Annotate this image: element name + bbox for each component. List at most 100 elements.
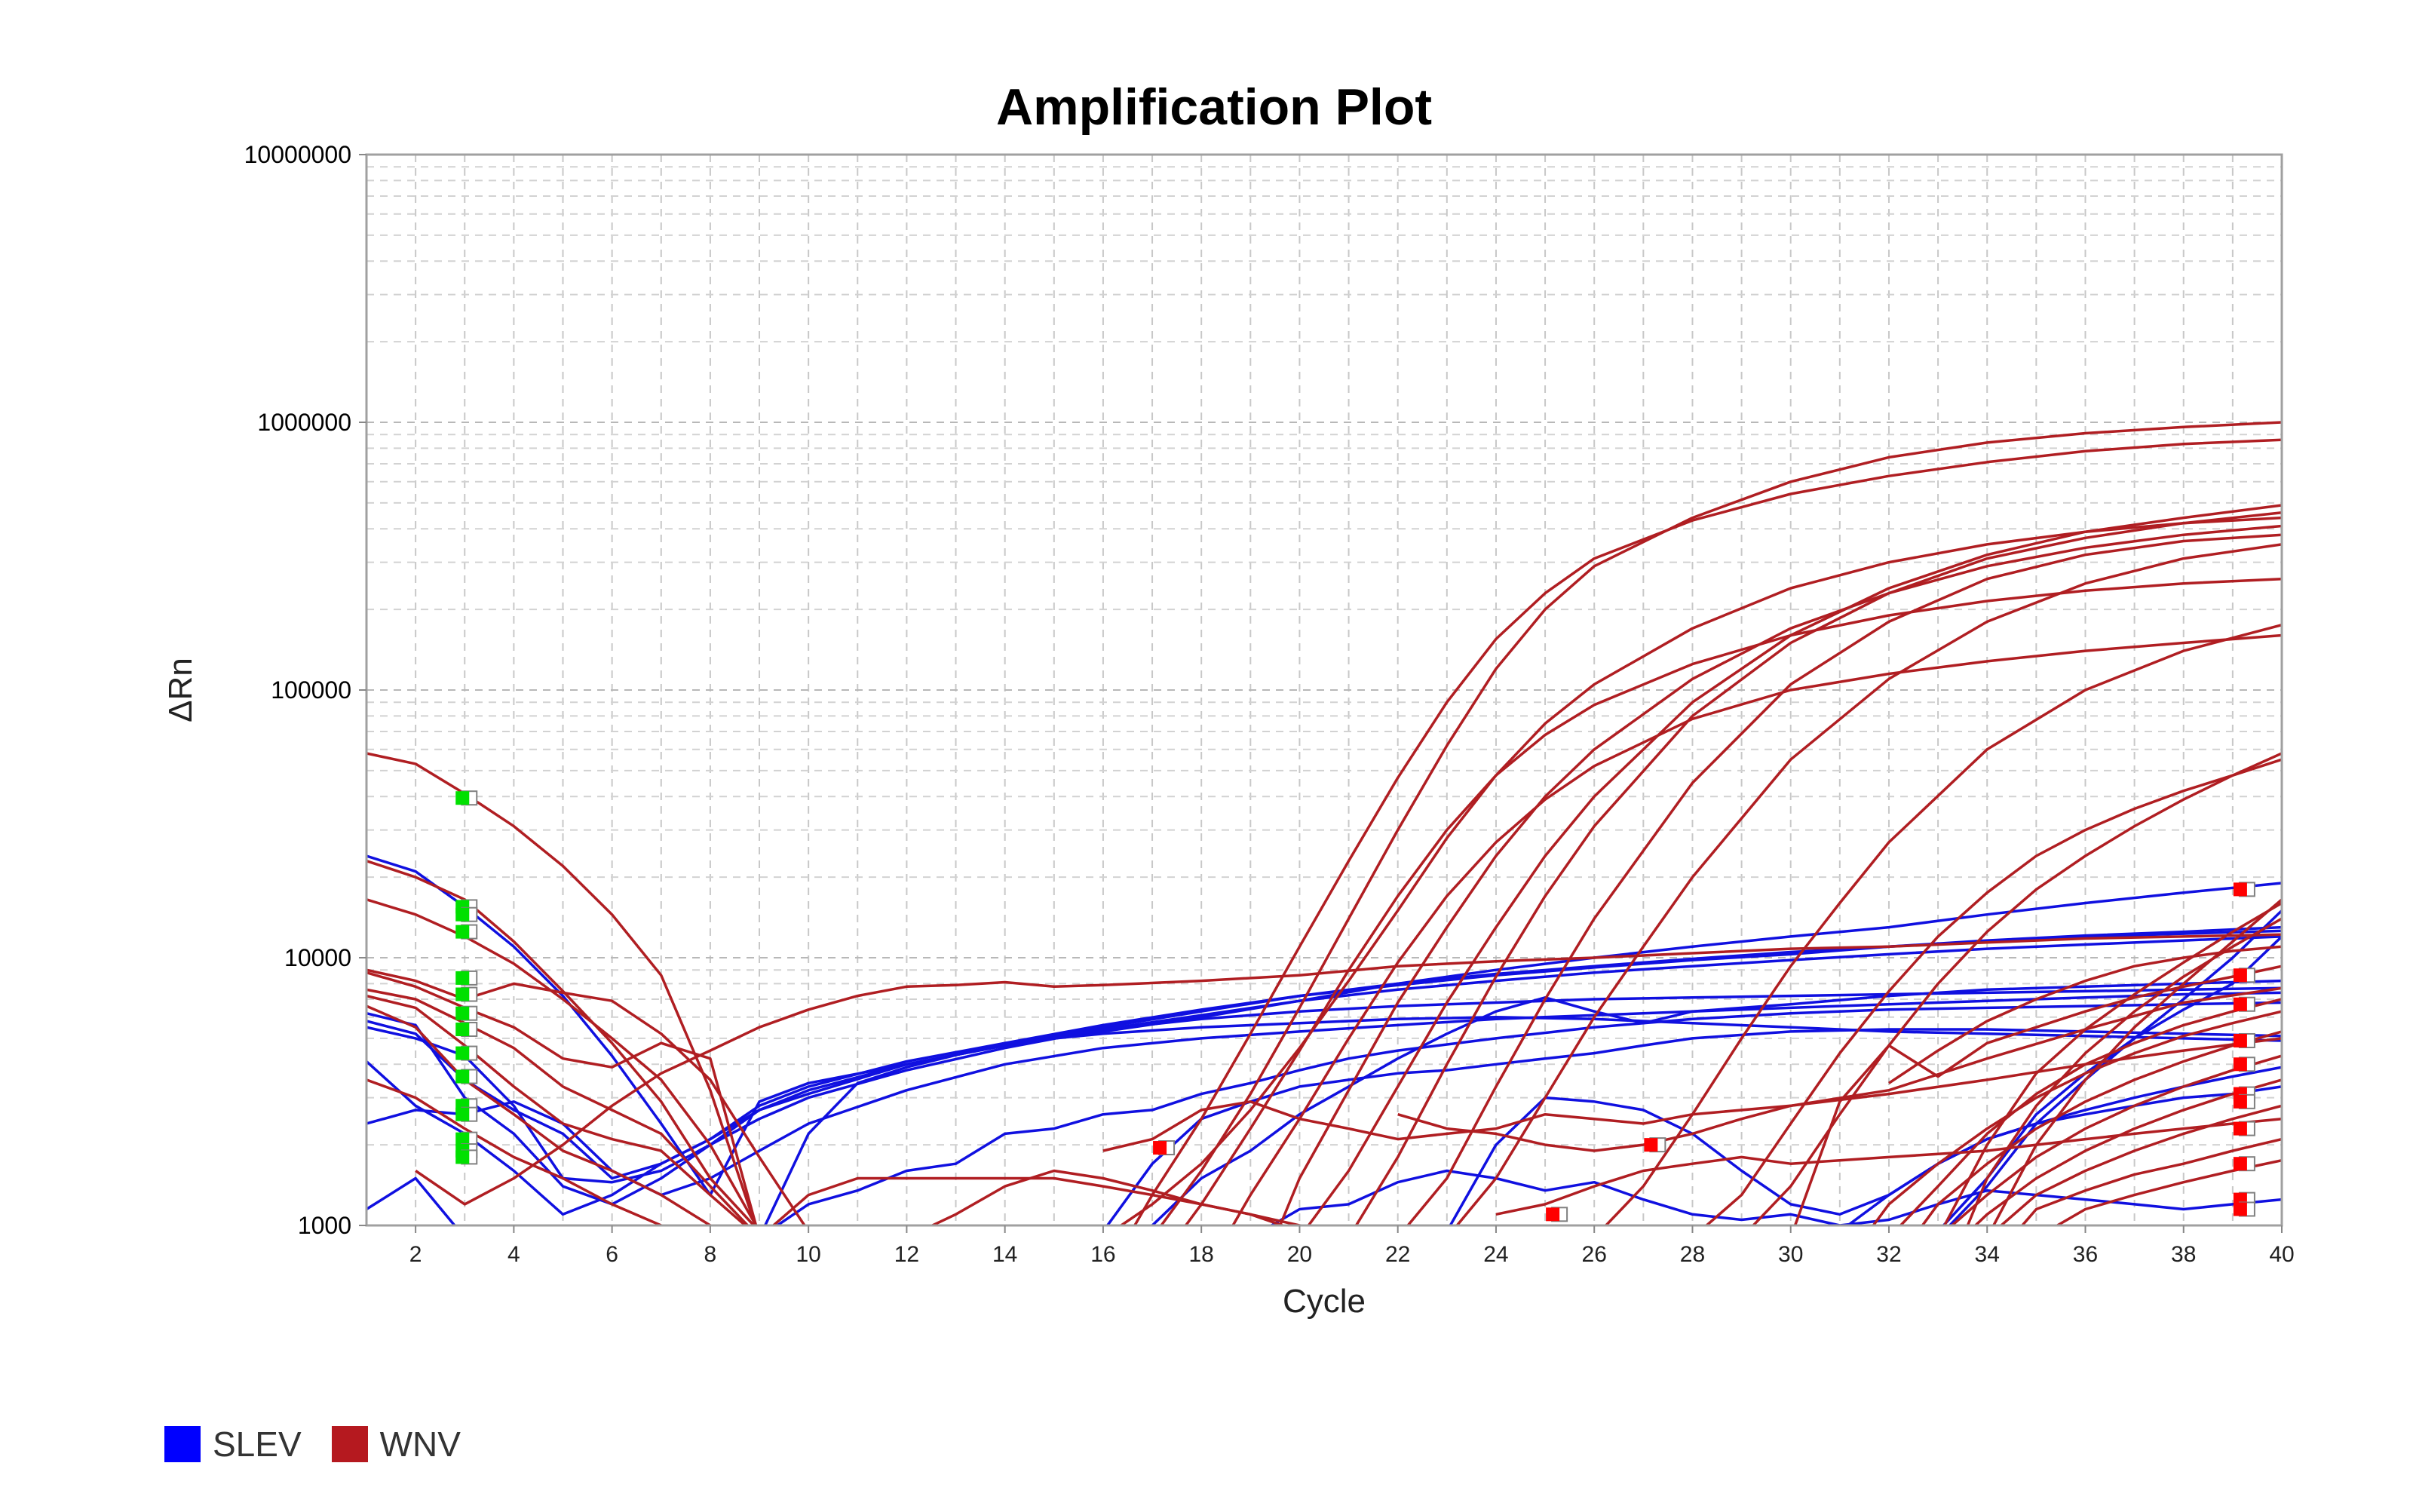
series-line-wnv [1973,1078,2282,1225]
series-line-wnv [929,1169,1311,1225]
legend-label-slev: SLEV [213,1425,302,1464]
series-line-wnv [1899,998,2282,1225]
x-tick-label: 28 [1680,1242,1705,1267]
x-tick-label: 20 [1287,1242,1312,1267]
x-tick-label: 2 [409,1242,422,1267]
series-line-wnv [1455,543,2282,1225]
series-line-wnv [771,1176,1286,1225]
data-point-marker [2233,1094,2247,1109]
series-line-wnv [1495,1117,2282,1216]
series-line-wnv [1921,1030,2282,1225]
series-line-slev [1845,1085,2282,1225]
series-line-wnv [1231,633,2282,1225]
data-point-marker [2233,1157,2247,1171]
series-line-wnv [366,968,807,1225]
legend-swatch-wnv [331,1426,368,1462]
series-line-wnv [366,752,757,1225]
legend-swatch-slev [164,1426,201,1462]
data-point-marker [455,791,470,805]
y-tick-label: 1000 [298,1212,351,1239]
series-line-wnv [1354,511,2282,1225]
data-point-marker [455,1107,470,1121]
x-tick-label: 40 [2269,1242,2294,1267]
grid [366,155,2282,1225]
series-line-wnv [366,859,756,1225]
legend-item-slev[interactable]: SLEV [164,1424,302,1464]
series-line-wnv [1942,901,2282,1225]
data-point-marker [2233,968,2247,983]
x-tick-label: 12 [894,1242,919,1267]
series-line-wnv [1133,438,2282,1225]
x-tick-label: 16 [1090,1242,1115,1267]
x-tick-label: 6 [606,1242,618,1267]
series-lines [366,421,2282,1225]
series-line-wnv [1184,577,2282,1225]
x-tick-label: 34 [1975,1242,2000,1267]
series-line-wnv [1406,533,2282,1225]
data-point-marker [2233,1057,2247,1072]
x-tick-label: 10 [796,1242,820,1267]
data-point-marker [455,1023,470,1037]
data-point-marker [455,987,470,1001]
legend-item-wnv[interactable]: WNV [331,1424,461,1464]
x-axis: 2 4 6 8 10 12 14 16 18 20 22 24 26 28 30 32 34 36 38 40 [409,1225,2295,1267]
x-tick-label: 8 [704,1242,717,1267]
series-line-wnv [366,1004,711,1225]
series-line-wnv [1872,1010,2282,1225]
y-axis-label: ΔRn [162,658,199,722]
series-line-wnv [415,933,2282,1206]
data-point-marker [455,1046,470,1060]
series-line-slev [366,986,2282,1216]
series-line-wnv [1397,986,2282,1152]
data-point-marker [455,1150,470,1164]
data-point-marker [1153,1141,1167,1155]
series-line-wnv [1999,1104,2282,1225]
legend-label-wnv: WNV [379,1425,461,1464]
series-line-slev [763,1016,2282,1225]
x-tick-label: 36 [2073,1242,2098,1267]
x-tick-label: 38 [2171,1242,2196,1267]
x-tick-label: 24 [1483,1242,1508,1267]
x-axis-label: Cycle [1283,1283,1366,1320]
series-line-wnv [366,988,750,1225]
legend: SLEV WNV [164,1424,461,1464]
y-tick-label: 10000000 [244,141,351,168]
series-line-wnv [1307,504,2282,1225]
series-line-wnv [1278,524,2282,1225]
series-line-wnv [366,971,758,1225]
data-point-marker [2233,997,2247,1011]
y-tick-label: 100000 [271,676,351,704]
series-line-wnv [2020,1137,2282,1225]
series-line-wnv [366,898,758,1225]
data-point-marker [455,1069,470,1084]
data-point-marker [455,907,470,922]
series-line-slev [1948,909,2282,1225]
series-line-wnv [366,994,748,1225]
data-point-marker [2233,1202,2247,1216]
series-line-wnv [1991,898,2282,1225]
x-tick-label: 18 [1188,1242,1213,1267]
series-line-slev [366,854,2282,1197]
data-point-marker [455,925,470,939]
data-point-marker [2233,1121,2247,1136]
y-tick-label: 10000 [284,944,351,971]
series-line-wnv [366,1078,662,1225]
data-point-marker [1546,1207,1560,1222]
y-axis: 1000 10000 100000 1000000 10000000 [244,141,366,1239]
y-tick-label: 1000000 [257,409,351,436]
threshold-markers [455,790,2255,1222]
data-point-marker [455,1006,470,1020]
series-line-wnv [1888,945,2282,1084]
series-line-wnv [1950,1054,2282,1225]
data-point-marker [2233,1033,2247,1047]
chart-title: Amplification Plot [996,78,1432,136]
data-point-marker [455,971,470,985]
data-point-marker [2233,882,2247,897]
series-line-wnv [1793,965,2282,1225]
x-tick-label: 32 [1876,1242,1901,1267]
series-line-slev [1449,1066,2282,1225]
series-line-wnv [1704,758,2282,1225]
series-line-wnv [1159,421,2282,1225]
